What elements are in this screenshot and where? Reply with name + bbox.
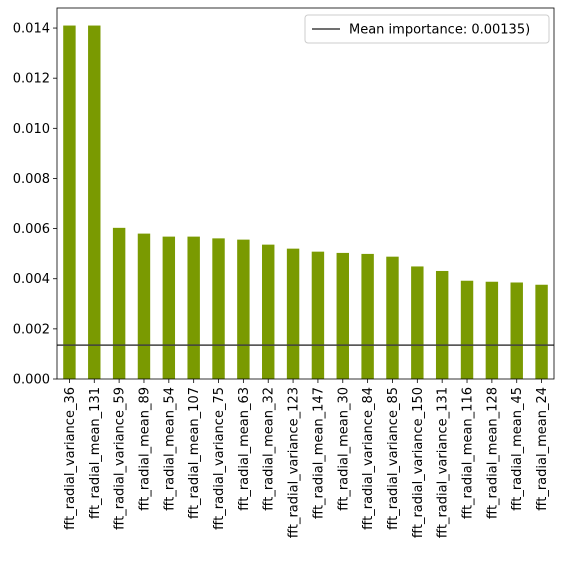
x-tick-label: fft_radial_variance_84 [361, 387, 376, 530]
bar-fft_radial_mean_30 [336, 252, 349, 379]
x-tick-label: fft_radial_mean_30 [336, 387, 351, 511]
x-tick-label: fft_radial_mean_32 [262, 387, 277, 511]
bar-fft_radial_variance_85 [386, 256, 399, 379]
y-tick-label: 0.010 [13, 122, 50, 137]
x-tick-label: fft_radial_variance_75 [212, 387, 227, 530]
x-axis: fft_radial_variance_36 fft_radial_mean_13… [63, 379, 550, 538]
x-tick-label: fft_radial_mean_128 [485, 387, 500, 519]
x-tick-label: fft_radial_mean_107 [187, 387, 202, 519]
bar-fft_radial_mean_131 [88, 25, 101, 379]
legend: Mean importance: 0.00135) [304, 14, 550, 44]
y-tick-label: 0.014 [13, 22, 50, 37]
x-tick-label: fft_radial_mean_63 [237, 387, 252, 511]
bar-fft_radial_mean_147 [311, 251, 325, 379]
y-tick-label: 0.000 [13, 373, 50, 388]
x-tick-label: fft_radial_mean_116 [461, 387, 476, 519]
x-tick-label: fft_radial_variance_36 [63, 387, 78, 530]
bar-fft_radial_mean_128 [485, 281, 499, 379]
y-tick-label: 0.004 [13, 272, 50, 287]
bar-fft_radial_mean_24 [535, 284, 548, 379]
bar-fft_radial_mean_32 [262, 244, 275, 379]
bar-fft_radial_variance_84 [361, 253, 374, 379]
x-tick-label: fft_radial_variance_150 [411, 387, 426, 538]
legend-label: Mean importance: 0.00135) [349, 23, 530, 38]
bar-fft_radial_variance_36 [63, 25, 76, 379]
x-tick-label: fft_radial_mean_89 [137, 387, 152, 511]
x-tick-label: fft_radial_mean_147 [311, 387, 326, 519]
y-tick-label: 0.012 [13, 72, 50, 87]
y-tick-label: 0.008 [13, 172, 50, 187]
x-tick-label: fft_radial_variance_123 [287, 387, 302, 538]
x-tick-label: fft_radial_mean_131 [88, 387, 103, 519]
bar-fft_radial_mean_54 [162, 236, 176, 379]
x-tick-label: fft_radial_variance_59 [113, 387, 128, 530]
x-tick-label: fft_radial_mean_54 [162, 387, 177, 511]
bar-fft_radial_mean_116 [460, 280, 474, 379]
bar-fft_radial_variance_59 [112, 227, 126, 379]
bar-fft_radial_mean_45 [510, 282, 523, 379]
legend-box [304, 14, 550, 44]
bar-fft_radial_variance_75 [212, 238, 225, 379]
bar-fft_radial_mean_89 [137, 233, 151, 379]
bar-fft_radial_mean_63 [237, 239, 250, 379]
y-axis: 0.000 0.002 0.004 0.006 0.008 0.010 0.012 0.014 [13, 22, 57, 388]
axes-frame [56, 7, 555, 380]
x-tick-label: fft_radial_mean_45 [510, 387, 525, 511]
x-tick-label: fft_radial_variance_131 [436, 387, 451, 538]
y-tick-label: 0.006 [13, 222, 50, 237]
bar-fft_radial_mean_107 [187, 236, 200, 379]
bar-fft_radial_variance_123 [286, 248, 300, 379]
x-tick-label: fft_radial_mean_24 [535, 387, 550, 511]
y-tick-label: 0.002 [13, 322, 50, 337]
bar-fft_radial_variance_150 [411, 266, 424, 379]
bar-fft_radial_variance_131 [435, 270, 449, 379]
bars [63, 25, 548, 379]
x-tick-label: fft_radial_variance_85 [386, 387, 401, 530]
